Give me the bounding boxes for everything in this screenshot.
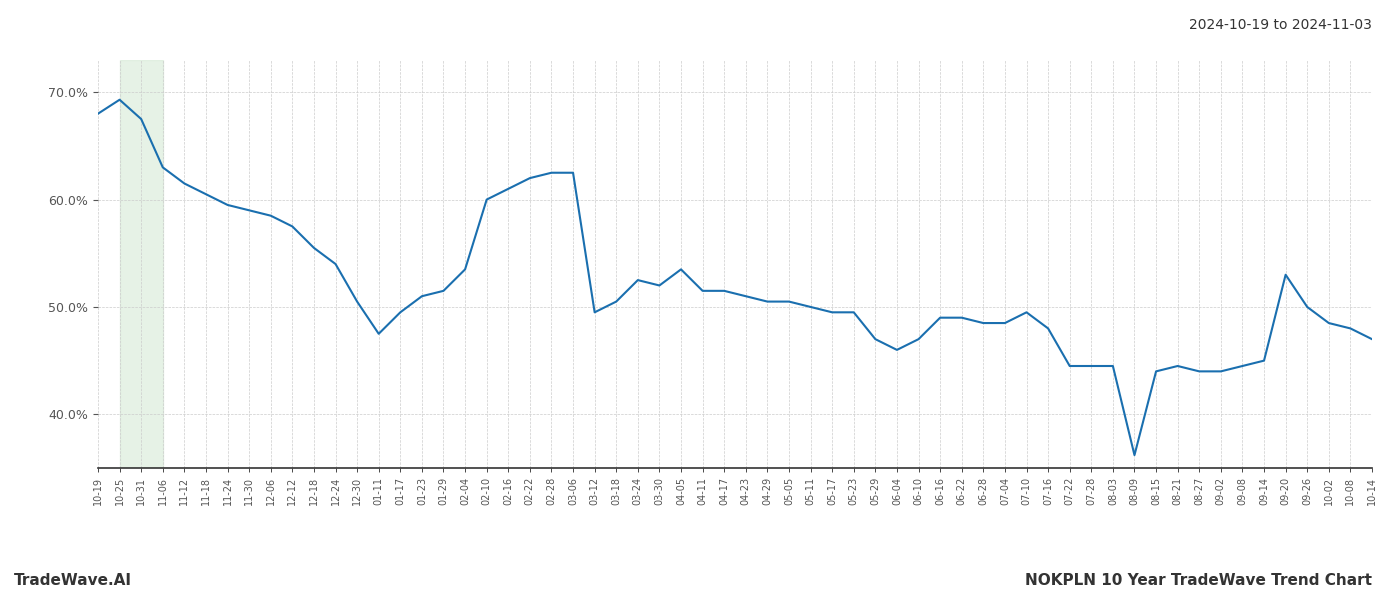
Text: 2024-10-19 to 2024-11-03: 2024-10-19 to 2024-11-03 bbox=[1189, 18, 1372, 32]
Bar bbox=[119, 60, 162, 468]
Text: NOKPLN 10 Year TradeWave Trend Chart: NOKPLN 10 Year TradeWave Trend Chart bbox=[1025, 573, 1372, 588]
Text: TradeWave.AI: TradeWave.AI bbox=[14, 573, 132, 588]
